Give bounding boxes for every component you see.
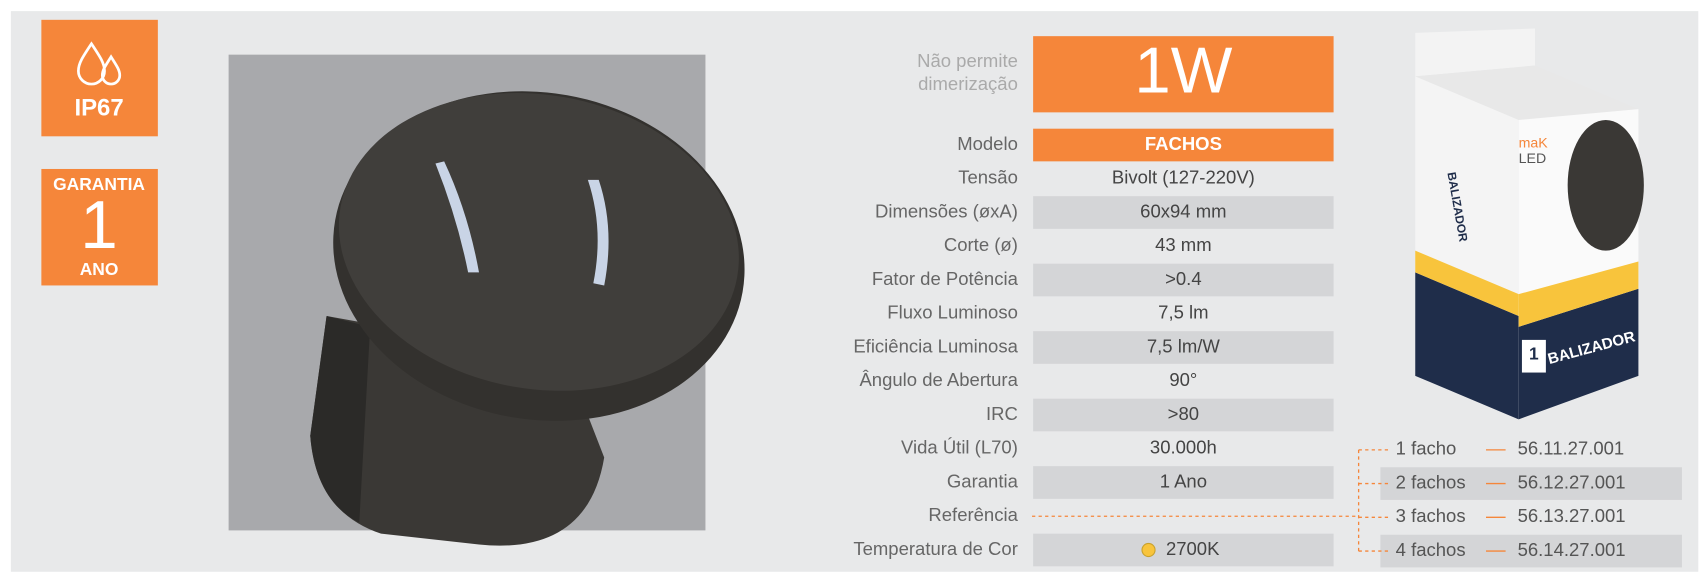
spec-label: Tensão: [958, 167, 1018, 188]
spec-label: Fator de Potência: [872, 268, 1019, 289]
warranty-badge: [41, 168, 158, 286]
spec-value: 7,5 lm: [1158, 302, 1208, 323]
warranty-bottom: ANO: [80, 259, 119, 279]
reference-band: [1380, 467, 1682, 500]
power-note: Não permite: [917, 50, 1018, 71]
spec-value: FACHOS: [1145, 133, 1222, 154]
color-dot: [1141, 542, 1156, 558]
spec-label: Ângulo de Abertura: [859, 369, 1018, 390]
spec-cell: [1033, 128, 1334, 162]
spec-cell: [1033, 196, 1334, 229]
spec-label: Garantia: [947, 470, 1019, 491]
warranty-top: GARANTIA: [53, 174, 145, 194]
spec-label: Fluxo Luminoso: [887, 302, 1018, 323]
spec-cell: [1033, 331, 1334, 364]
reference-band: [1380, 534, 1682, 568]
box-side-yellow: [1415, 250, 1519, 316]
spec-table: Modelo FACHOS Tensão Bivolt (127-220V) Dimen…: [853, 128, 1334, 567]
reference-list: 1 facho 56.11.27.001 2 fachos 56.12.27.001 3…: [1032, 438, 1682, 568]
power-note: dimerização: [918, 73, 1018, 94]
warranty-number: 1: [80, 188, 118, 263]
spec-value: 7,5 lm/W: [1147, 335, 1221, 356]
spec-value: 90°: [1169, 369, 1197, 390]
reference-code: 56.13.27.001: [1518, 505, 1626, 526]
ip-text: IP67: [74, 94, 123, 121]
spec-label: Eficiência Luminosa: [853, 335, 1018, 356]
box-flap: [1415, 28, 1535, 77]
power-box: [1033, 36, 1334, 113]
spec-cell: [1033, 398, 1334, 432]
box-side-dark: [1415, 272, 1519, 420]
box-power: 1: [1529, 344, 1539, 364]
spec-value: 2700K: [1166, 538, 1220, 559]
spec-label: Vida Útil (L70): [901, 437, 1018, 458]
spec-label: Temperatura de Cor: [853, 538, 1018, 559]
box-front-yellow: [1518, 261, 1639, 327]
spec-label: Corte (ø): [944, 234, 1018, 255]
spec-label: Referência: [928, 504, 1018, 525]
reference-name: 1 facho: [1396, 438, 1457, 459]
reference-name: 3 fachos: [1396, 505, 1466, 526]
box-power-badge: [1521, 339, 1546, 373]
spec-value: 60x94 mm: [1140, 200, 1226, 221]
box-brand: maK: [1519, 135, 1549, 151]
box-product: [1567, 119, 1644, 251]
box-front-dark: [1518, 288, 1639, 420]
reference-name: 4 fachos: [1396, 539, 1466, 560]
spec-label: Dimensões (øxA): [875, 200, 1018, 221]
reference-code: 56.12.27.001: [1518, 471, 1626, 492]
spec-value: 30.000h: [1150, 437, 1217, 458]
spec-label: IRC: [986, 403, 1018, 424]
ip-badge: [41, 19, 158, 137]
spec-value: 1 Ano: [1160, 470, 1207, 491]
spec-cell: [1033, 263, 1334, 297]
power-value: 1W: [1134, 34, 1232, 107]
spec-label: Modelo: [957, 133, 1018, 154]
box-top: [1415, 65, 1639, 120]
drops-icon: [77, 41, 122, 86]
reference-code: 56.11.27.001: [1518, 438, 1625, 459]
reference-code: 56.14.27.001: [1518, 539, 1626, 560]
spec-value: >0.4: [1165, 268, 1202, 289]
spec-value: >80: [1168, 403, 1199, 424]
spec-cell: [1033, 466, 1334, 499]
spec-cell: [1033, 533, 1334, 567]
box-brand: LED: [1519, 150, 1547, 166]
reference-name: 2 fachos: [1396, 471, 1466, 492]
lamp-shadow: [310, 315, 371, 523]
spec-value: Bivolt (127-220V): [1112, 167, 1255, 188]
spec-value: 43 mm: [1155, 234, 1212, 255]
